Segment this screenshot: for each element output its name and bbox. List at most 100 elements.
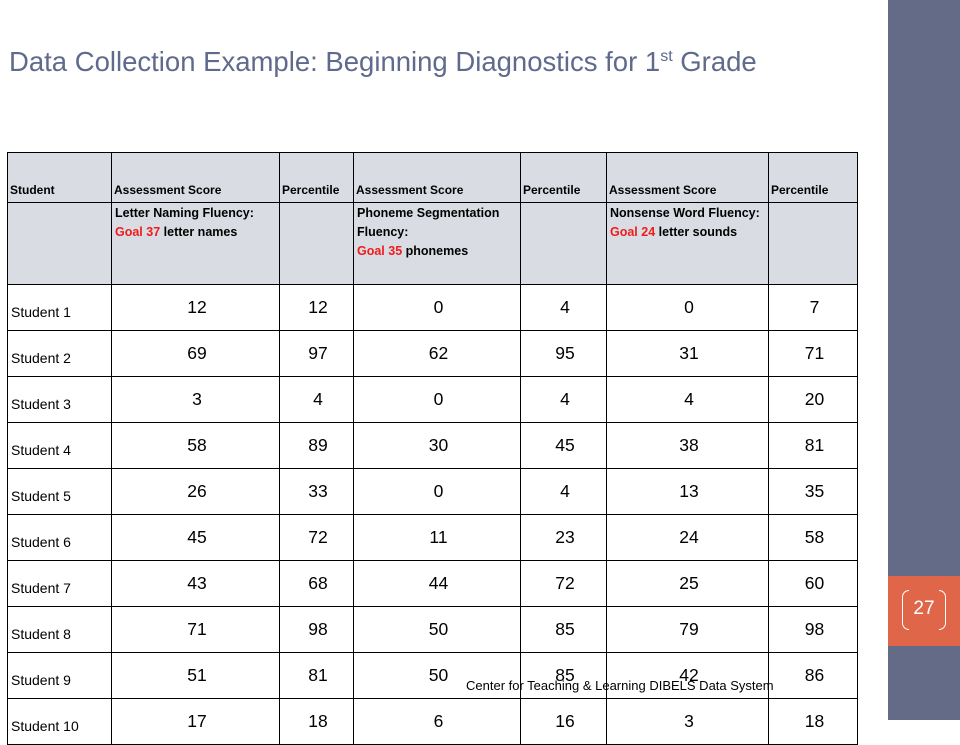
score-cell: 43: [111, 560, 280, 607]
subheader-empty-cell: [768, 202, 858, 285]
student-name-cell: Student 2: [7, 330, 112, 377]
measure-name: Nonsense Word Fluency:: [610, 206, 760, 220]
table-row: Student 2 69 97 62 95 31 71: [7, 330, 858, 377]
table-row: Student 5 26 33 0 4 13 35: [7, 468, 858, 515]
percentile-cell: 4: [279, 376, 354, 423]
measure-goal-unit: letter sounds: [655, 225, 738, 239]
score-cell: 51: [111, 652, 280, 699]
score-cell: 69: [111, 330, 280, 377]
percentile-cell: 7: [768, 284, 858, 331]
measure-goal-unit: letter names: [160, 225, 238, 239]
score-cell: 12: [111, 284, 280, 331]
score-cell: 13: [606, 468, 769, 515]
table-subheader-row: Letter Naming Fluency: Goal 37 letter nam…: [7, 202, 858, 285]
score-cell: 6: [353, 698, 521, 745]
percentile-cell: 72: [520, 560, 607, 607]
score-cell: 71: [111, 606, 280, 653]
measure-name: Letter Naming Fluency:: [115, 206, 254, 220]
score-cell: 25: [606, 560, 769, 607]
percentile-cell: 16: [520, 698, 607, 745]
slide-title-superscript: st: [660, 48, 673, 65]
percentile-cell: 33: [279, 468, 354, 515]
percentile-cell: 98: [279, 606, 354, 653]
slide-footer: Center for Teaching & Learning DIBELS Da…: [466, 678, 774, 693]
percentile-cell: 4: [520, 468, 607, 515]
score-cell: 0: [353, 468, 521, 515]
column-header: Percentile: [768, 152, 858, 203]
slide-title-main: Data Collection Example: Beginning Diagn…: [9, 46, 661, 77]
score-cell: 24: [606, 514, 769, 561]
diagnostics-table: Student Assessment Score Percentile Assessm…: [7, 152, 858, 745]
percentile-cell: 60: [768, 560, 858, 607]
score-cell: 30: [353, 422, 521, 469]
percentile-cell: 71: [768, 330, 858, 377]
score-cell: 26: [111, 468, 280, 515]
score-cell: 45: [111, 514, 280, 561]
slide-title: Data Collection Example: Beginning Diagn…: [9, 46, 884, 78]
student-name-cell: Student 4: [7, 422, 112, 469]
score-cell: 0: [353, 376, 521, 423]
percentile-cell: 45: [520, 422, 607, 469]
table-row: Student 1 12 12 0 4 0 7: [7, 284, 858, 331]
subheader-empty-cell: [279, 202, 354, 285]
percentile-cell: 89: [279, 422, 354, 469]
column-header: Percentile: [279, 152, 354, 203]
student-name-cell: Student 7: [7, 560, 112, 607]
percentile-cell: 18: [768, 698, 858, 745]
score-cell: 44: [353, 560, 521, 607]
student-name-cell: Student 10: [7, 698, 112, 745]
score-cell: 31: [606, 330, 769, 377]
measure-goal-unit: phonemes: [402, 244, 469, 258]
slide-title-end: Grade: [672, 46, 757, 77]
page-number: 27: [913, 598, 935, 619]
score-cell: 38: [606, 422, 769, 469]
measure-description: Nonsense Word Fluency: Goal 24 letter sou…: [606, 202, 769, 285]
table-row: Student 7 43 68 44 72 25 60: [7, 560, 858, 607]
measure-goal: Goal 37: [115, 225, 161, 239]
right-bracket-icon: [939, 590, 946, 630]
column-header: Student: [7, 152, 112, 203]
percentile-cell: 81: [279, 652, 354, 699]
student-name-cell: Student 1: [7, 284, 112, 331]
percentile-cell: 97: [279, 330, 354, 377]
table-row: Student 10 17 18 6 16 3 18: [7, 698, 858, 745]
score-cell: 17: [111, 698, 280, 745]
table-row: Student 8 71 98 50 85 79 98: [7, 606, 858, 653]
student-name-cell: Student 6: [7, 514, 112, 561]
score-cell: 0: [606, 284, 769, 331]
percentile-cell: 12: [279, 284, 354, 331]
table-header-row: Student Assessment Score Percentile Assessm…: [7, 152, 858, 203]
percentile-cell: 18: [279, 698, 354, 745]
score-cell: 3: [111, 376, 280, 423]
subheader-empty-cell: [520, 202, 607, 285]
table-row: Student 4 58 89 30 45 38 81: [7, 422, 858, 469]
table-row: Student 3 3 4 0 4 4 20: [7, 376, 858, 423]
percentile-cell: 85: [520, 606, 607, 653]
student-name-cell: Student 9: [7, 652, 112, 699]
column-header: Assessment Score: [353, 152, 521, 203]
student-name-cell: Student 8: [7, 606, 112, 653]
subheader-empty-cell: [7, 202, 112, 285]
column-header: Assessment Score: [606, 152, 769, 203]
column-header: Percentile: [520, 152, 607, 203]
score-cell: 11: [353, 514, 521, 561]
percentile-cell: 72: [279, 514, 354, 561]
measure-description: Letter Naming Fluency: Goal 37 letter nam…: [111, 202, 280, 285]
percentile-cell: 68: [279, 560, 354, 607]
percentile-cell: 95: [520, 330, 607, 377]
score-cell: 50: [353, 606, 521, 653]
score-cell: 0: [353, 284, 521, 331]
percentile-cell: 98: [768, 606, 858, 653]
table-body: Student 1 12 12 0 4 0 7 Student 2 69 97 62 95 31 71 St…: [7, 284, 858, 745]
score-cell: 79: [606, 606, 769, 653]
score-cell: 4: [606, 376, 769, 423]
percentile-cell: 35: [768, 468, 858, 515]
measure-name: Phoneme Segmentation Fluency:: [357, 206, 500, 239]
measure-goal: Goal 35: [357, 244, 403, 258]
measure-description: Phoneme Segmentation Fluency: Goal 35 pho…: [353, 202, 521, 285]
page-number-badge: 27: [888, 576, 960, 646]
student-name-cell: Student 5: [7, 468, 112, 515]
student-name-cell: Student 3: [7, 376, 112, 423]
left-bracket-icon: [902, 590, 909, 630]
score-cell: 62: [353, 330, 521, 377]
